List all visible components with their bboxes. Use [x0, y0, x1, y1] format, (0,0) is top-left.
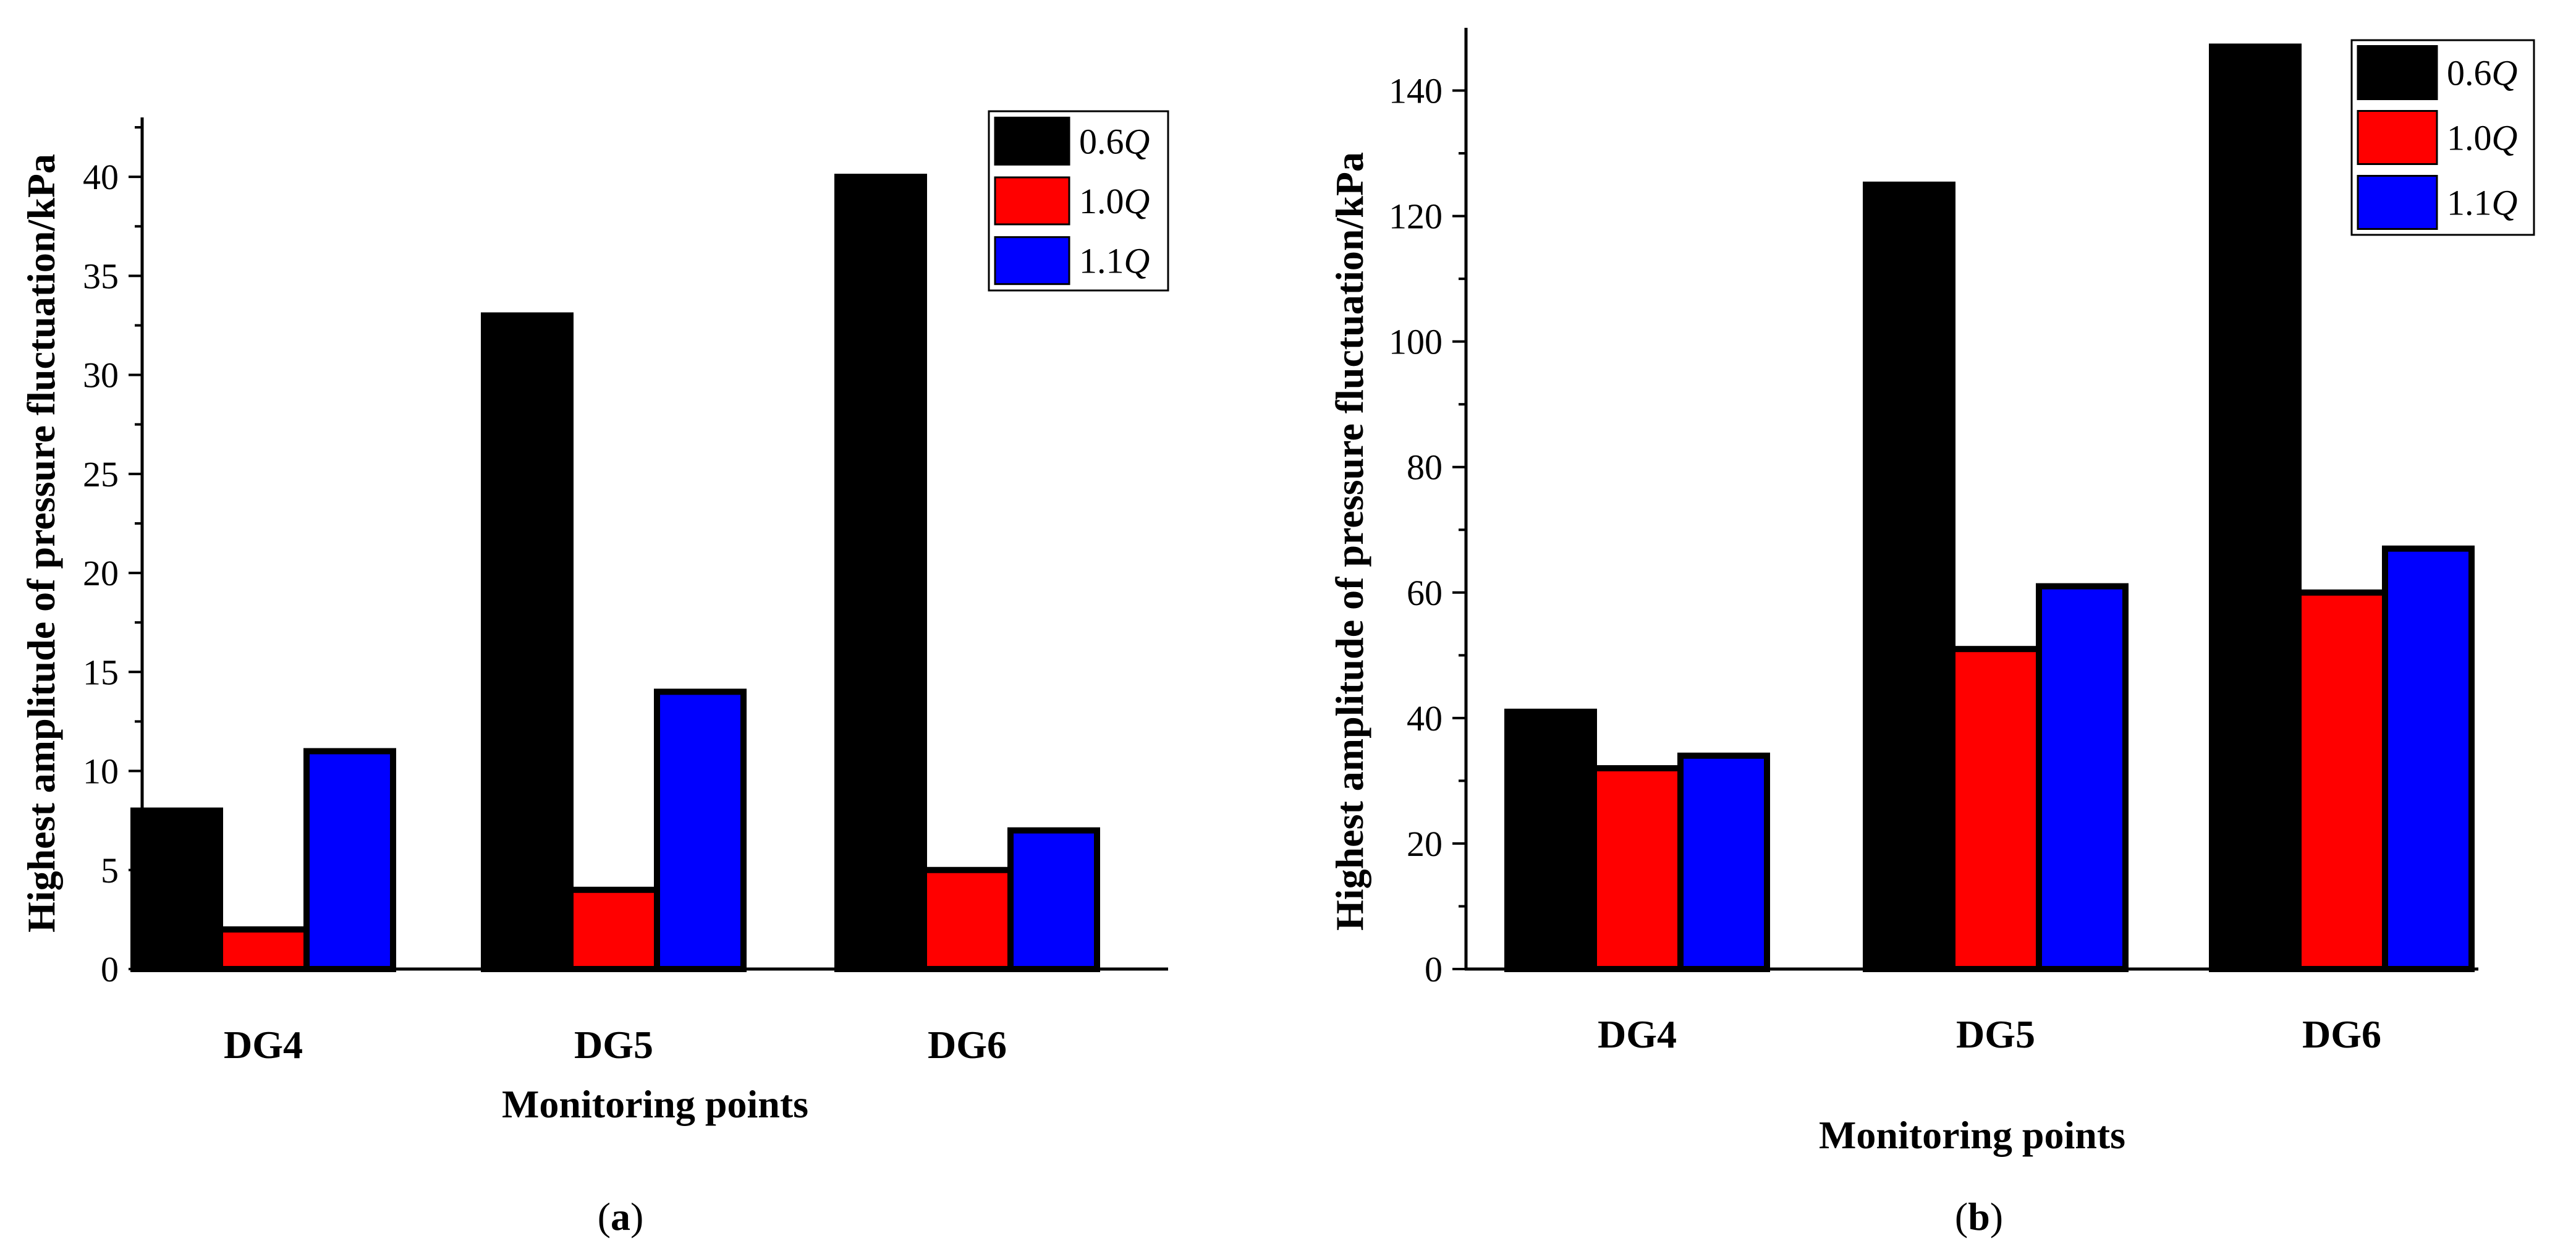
x-tick-label: DG6 — [928, 1023, 1007, 1067]
bar-dg6-series-3 — [2382, 545, 2475, 972]
y-tick-label: 35 — [83, 256, 119, 296]
bar-dg6-series-3 — [1007, 827, 1100, 973]
legend-swatch — [994, 176, 1070, 226]
bar-dg5-series-3 — [2036, 583, 2129, 972]
y-tick-label: 0 — [101, 949, 119, 989]
bar-dg5-series-2 — [567, 886, 660, 973]
legend-label: 1.0Q — [1079, 181, 1150, 221]
legend-swatch — [2357, 45, 2438, 100]
y-tick-label: 100 — [1389, 322, 1443, 362]
legend-label: 0.6Q — [1079, 121, 1150, 161]
panel-caption: (a) — [598, 1195, 644, 1238]
y-axis-title: Highest amplitude of pressure fluctuatio… — [19, 154, 63, 933]
legend-swatch — [2357, 175, 2438, 230]
bar-dg6-series-2 — [2295, 589, 2388, 972]
bar-dg5-series-1 — [481, 312, 574, 973]
chart-panel-b: 0 20 40 60 80 100 120 140 DG4 DG5 DG6 Monitoring po… — [1328, 28, 2535, 1238]
y-tick-label: 120 — [1389, 197, 1443, 237]
x-axis-title: Monitoring points — [502, 1082, 808, 1126]
bar-dg6-series-2 — [921, 866, 1014, 973]
y-tick-label: 0 — [1425, 949, 1443, 989]
y-tick-label: 40 — [83, 157, 119, 197]
y-tick-label: 5 — [101, 850, 119, 891]
y-axis-title: Highest amplitude of pressure fluctuatio… — [1328, 152, 1371, 931]
y-tick-label: 20 — [1407, 824, 1443, 864]
bar-dg4-series-2 — [217, 926, 310, 973]
legend: 0.6Q 1.0Q 1.1Q — [988, 110, 1169, 292]
x-tick-label: DG5 — [574, 1023, 653, 1067]
y-tick-label: 80 — [1407, 447, 1443, 488]
legend-swatch — [994, 116, 1070, 166]
chart-panel-a: 0 5 10 15 20 25 30 35 40 DG4 DG5 DG6 Monitoring poin… — [19, 110, 1169, 1238]
x-tick-label: DG4 — [1598, 1012, 1677, 1056]
legend-label: 1.1Q — [2447, 183, 2517, 223]
bar-dg4-series-1 — [130, 807, 223, 973]
legend-swatch — [2357, 110, 2438, 165]
x-tick-label: DG6 — [2302, 1012, 2381, 1056]
x-tick-label: DG4 — [224, 1023, 303, 1067]
y-tick-label: 60 — [1407, 573, 1443, 613]
legend-label: 1.1Q — [1079, 241, 1150, 281]
legend-label: 0.6Q — [2447, 53, 2517, 93]
legend: 0.6Q 1.0Q 1.1Q — [2350, 39, 2535, 236]
y-tick-label: 15 — [83, 652, 119, 692]
y-tick-label: 10 — [83, 752, 119, 792]
y-tick-label: 40 — [1407, 698, 1443, 739]
y-tick-label: 30 — [83, 355, 119, 396]
legend-swatch — [994, 236, 1070, 286]
y-tick-label: 140 — [1389, 71, 1443, 111]
panel-caption: (b) — [1955, 1195, 2003, 1238]
bar-dg5-series-1 — [1863, 181, 1955, 972]
y-tick-label: 25 — [83, 454, 119, 494]
x-axis-title: Monitoring points — [1819, 1113, 2125, 1157]
y-tick-label: 20 — [83, 553, 119, 593]
bar-dg4-series-3 — [1677, 752, 1770, 972]
bar-dg4-series-2 — [1591, 765, 1684, 973]
x-tick-label: DG5 — [1956, 1012, 2035, 1056]
bar-dg6-series-1 — [2209, 43, 2302, 973]
bar-dg4-series-3 — [303, 748, 396, 973]
bar-dg4-series-1 — [1504, 708, 1597, 973]
bar-dg5-series-3 — [654, 688, 747, 973]
bar-dg6-series-1 — [834, 174, 927, 972]
legend-label: 1.0Q — [2447, 118, 2517, 158]
bar-dg5-series-2 — [1949, 646, 2042, 973]
